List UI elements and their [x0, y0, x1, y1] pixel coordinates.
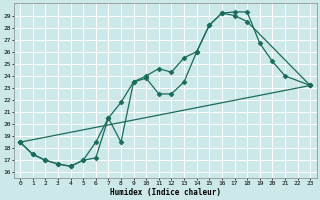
X-axis label: Humidex (Indice chaleur): Humidex (Indice chaleur): [110, 188, 220, 197]
